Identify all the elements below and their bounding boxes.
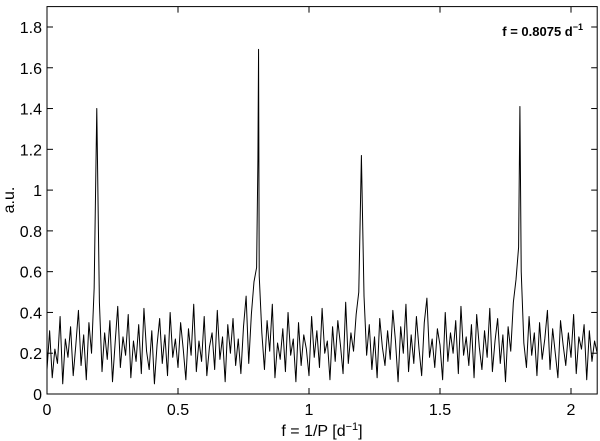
x-tick-label: 1.5 <box>429 402 451 419</box>
y-tick-label: 1 <box>33 183 42 200</box>
x-label-text: f = 1/P [d <box>281 423 345 440</box>
y-axis-label: a.u. <box>1 187 18 214</box>
spectrum-line <box>46 48 598 385</box>
annotation-superscript: −1 <box>573 22 583 32</box>
y-tick-label: 0.6 <box>20 265 42 282</box>
x-tick-label: 2 <box>567 402 576 419</box>
y-tick-label: 0.8 <box>20 224 42 241</box>
y-tick-label: 0 <box>33 387 42 404</box>
annotation: f = 0.8075 d−1 <box>502 22 583 39</box>
x-tick-label: 1 <box>305 402 314 419</box>
plot-frame <box>46 6 598 395</box>
y-tick-label: 0.2 <box>20 346 42 363</box>
x-tick-label: 0.5 <box>167 402 189 419</box>
y-tick-label: 1.2 <box>20 142 42 159</box>
y-tick-label: 0.4 <box>20 305 42 322</box>
y-tick-label: 1.8 <box>20 20 42 37</box>
y-tick-label: 1.6 <box>20 61 42 78</box>
x-axis-label: f = 1/P [d−1] <box>281 421 362 440</box>
annotation-text: f = 0.8075 d <box>502 24 573 39</box>
y-tick-label: 1.4 <box>20 102 42 119</box>
x-tick-label: 0 <box>43 402 52 419</box>
x-label-after: ] <box>358 423 362 440</box>
x-label-superscript: −1 <box>346 421 359 433</box>
